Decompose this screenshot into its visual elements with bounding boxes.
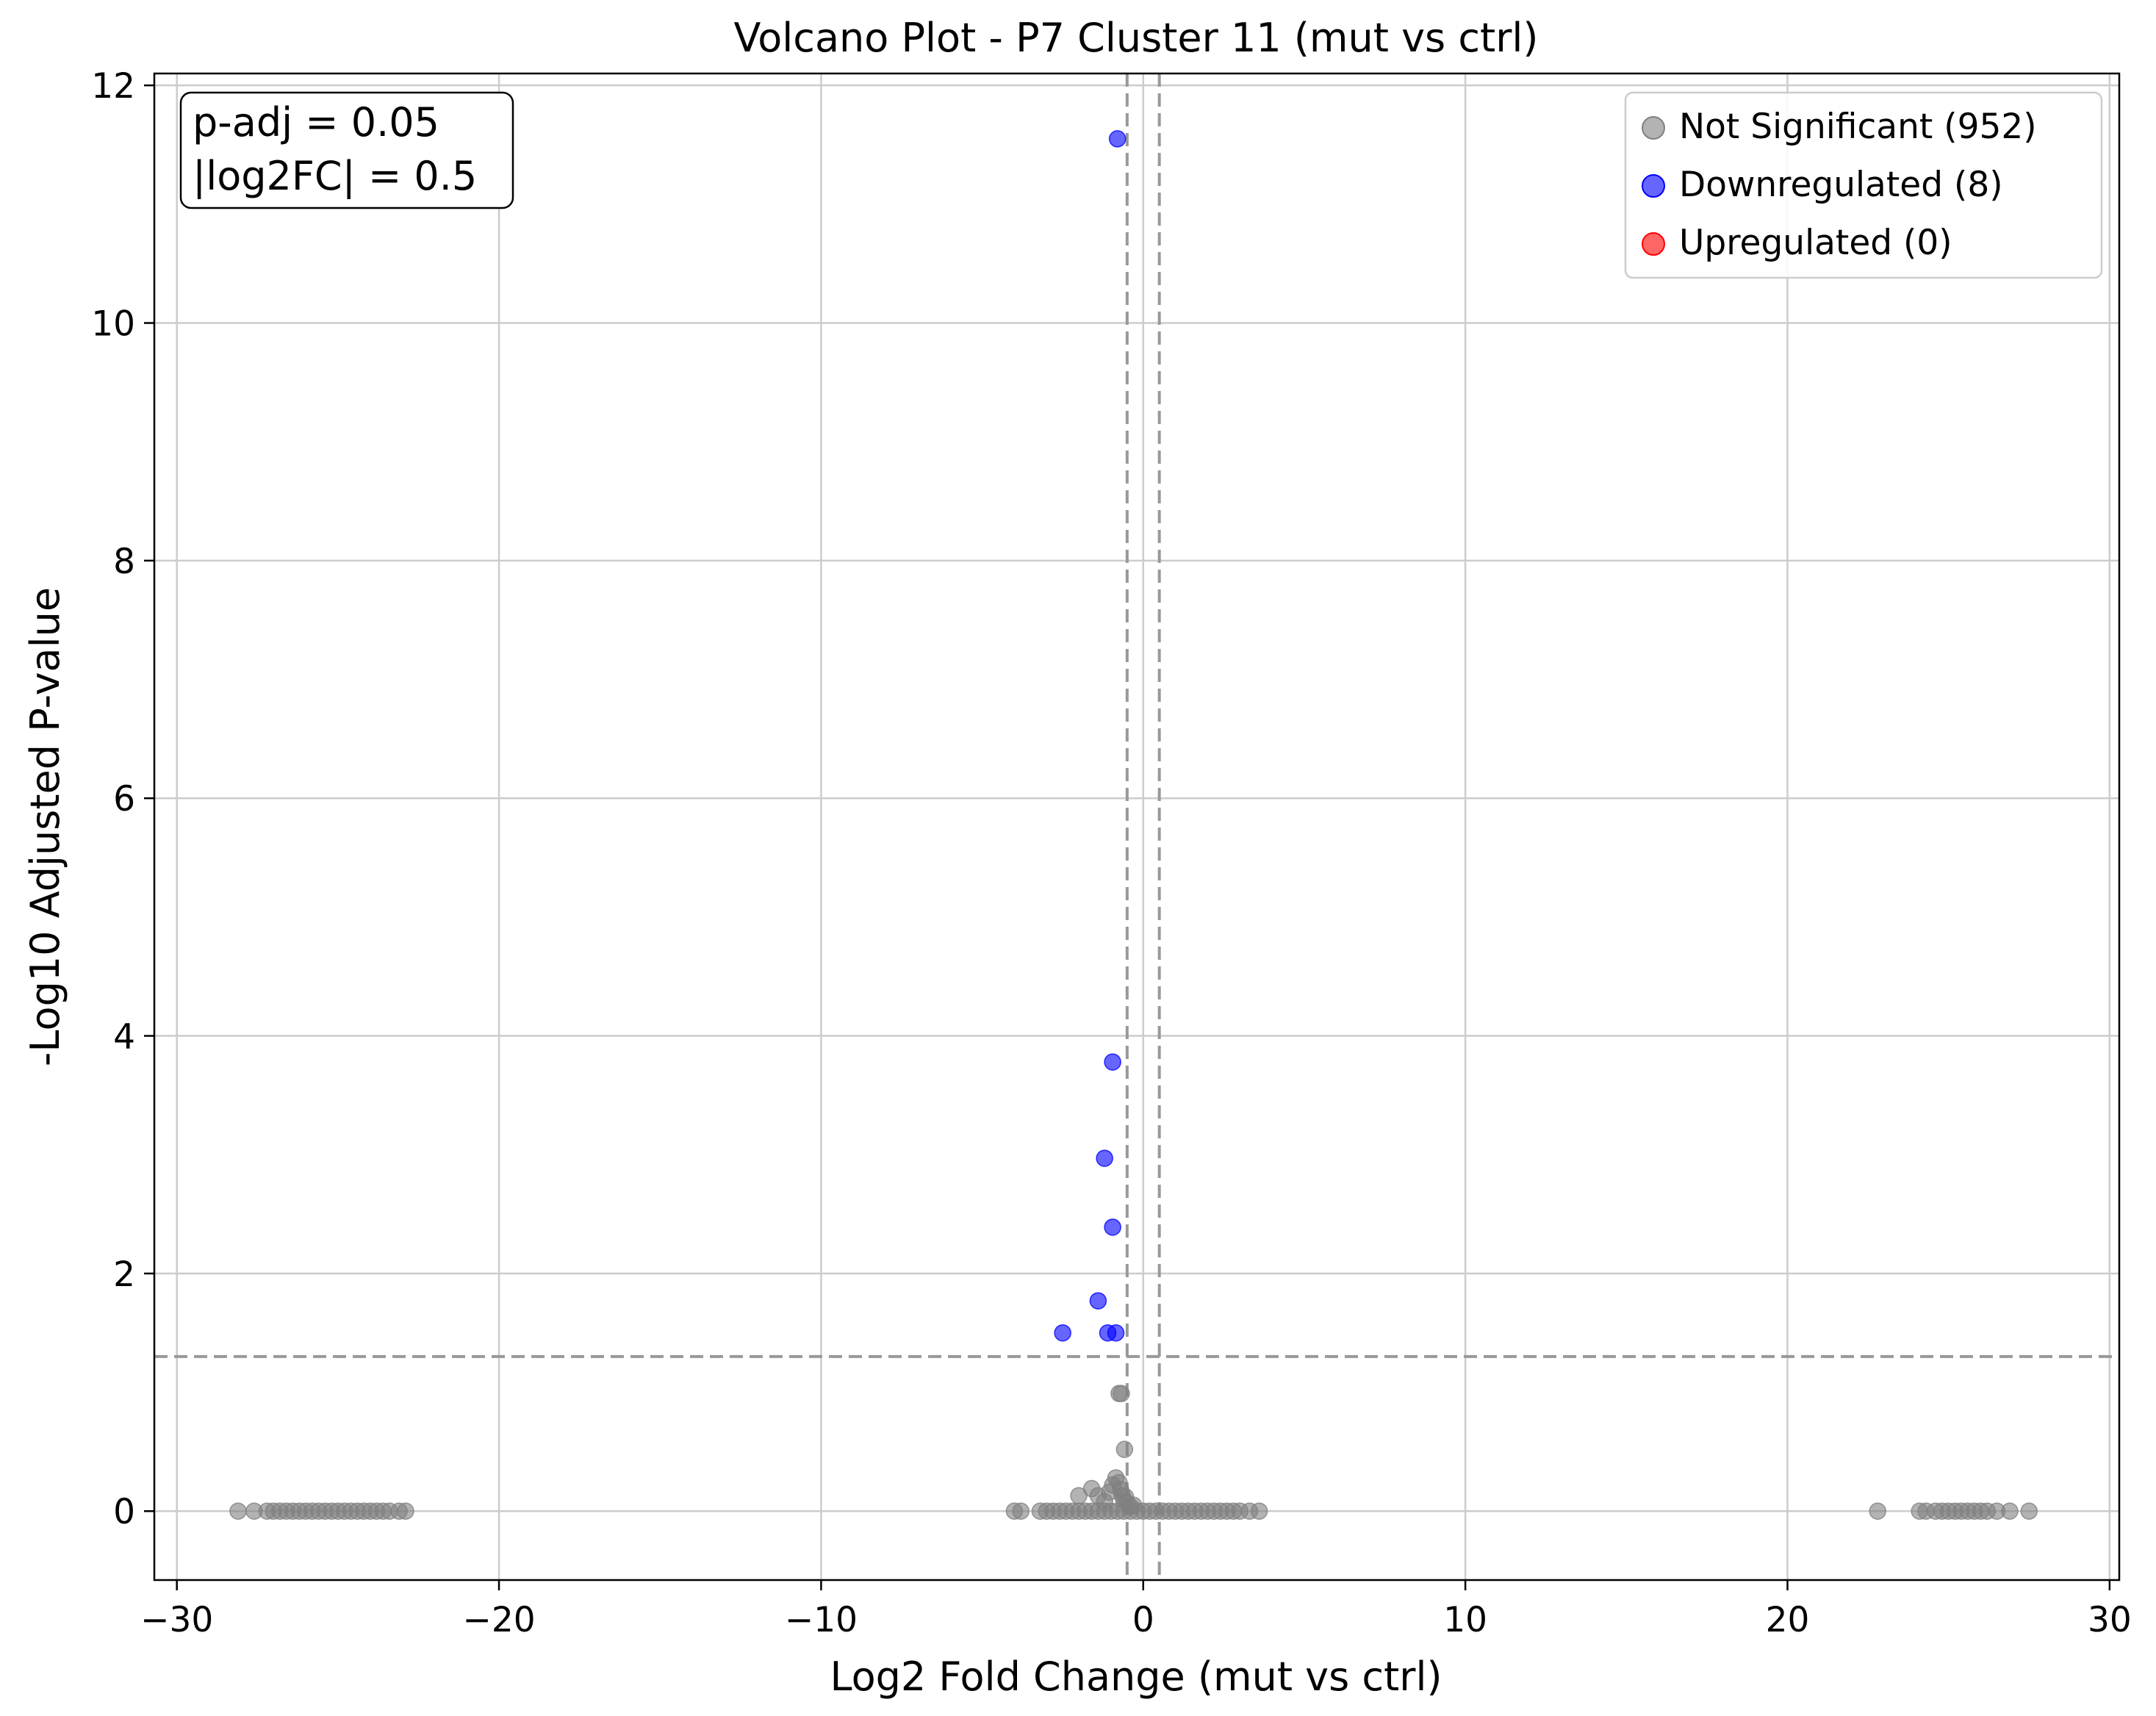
y-tick-label: 4 [113,1017,135,1058]
x-tick-label: 0 [1132,1600,1154,1640]
annotation-line: |log2FC| = 0.5 [193,153,477,199]
legend: Not Significant (952) Downregulated (8) … [1624,91,2103,279]
x-tick-label: 30 [2088,1600,2132,1640]
plot-frame [153,72,2121,1582]
downregulated-point [1096,1149,1113,1167]
x-axis-label: Log2 Fold Change (mut vs ctrl) [830,1654,1442,1700]
not-significant-point [1115,1440,1134,1458]
not-significant-point [1113,1385,1130,1402]
legend-label-upregulated: Upregulated (0) [1679,223,1952,263]
not-significant-point [229,1502,247,1520]
not-significant-point [1250,1502,1268,1520]
threshold-lines [154,73,2119,1580]
x-tick-label: 20 [1766,1600,1810,1640]
downregulated-point [1108,130,1126,148]
downregulated-point [1054,1324,1071,1342]
not-significant-point [397,1502,414,1520]
y-axis-ticks: 0 2 4 6 8 10 12 [91,66,154,1532]
downregulated-point [1104,1053,1121,1071]
legend-label-downregulated: Downregulated (8) [1679,165,2003,205]
y-tick-label: 0 [113,1492,135,1532]
y-tick-label: 6 [113,779,135,819]
legend-marker-upregulated [1642,232,1665,256]
y-tick-label: 2 [113,1254,135,1295]
downregulated-point [1107,1324,1125,1342]
y-tick-label: 12 [91,66,135,107]
x-tick-label: −30 [140,1600,213,1640]
y-axis-label: -Log10 Adjusted P-value [22,587,68,1066]
annotation-box [179,91,514,209]
grid [154,73,2119,1580]
not-significant-point [1012,1502,1030,1520]
x-tick-label: −10 [785,1600,858,1640]
legend-marker-not-significant [1642,116,1665,140]
legend-box [1624,91,2103,279]
x-axis-ticks: −30 −20 −10 0 10 20 30 [140,1580,2132,1640]
chart-title: Volcano Plot - P7 Cluster 11 (mut vs ctr… [733,15,1538,61]
downregulated-point [1089,1292,1107,1310]
x-tick-label: 10 [1443,1600,1487,1640]
data-points [229,130,2038,1520]
legend-label-not-significant: Not Significant (952) [1679,107,2037,147]
not-significant-point [2001,1502,2019,1520]
legend-marker-downregulated [1642,174,1665,198]
y-tick-label: 8 [113,542,135,582]
not-significant-point [2020,1502,2038,1520]
y-tick-label: 10 [91,304,135,345]
not-significant-point [1869,1502,1886,1520]
threshold-annotation: p-adj = 0.05 |log2FC| = 0.5 [179,91,514,209]
x-tick-label: −20 [462,1600,535,1640]
annotation-line: p-adj = 0.05 [193,99,439,146]
downregulated-point [1104,1218,1121,1236]
not-significant-point [1124,1496,1143,1514]
